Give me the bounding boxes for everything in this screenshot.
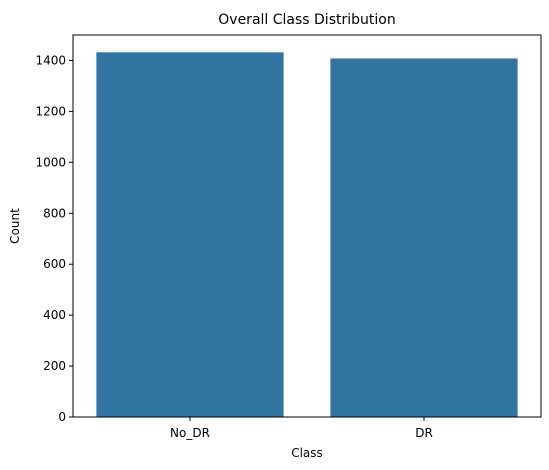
y-axis-label: Count	[8, 208, 22, 244]
plot-frame	[72, 34, 542, 418]
bar-no-dr	[96, 52, 284, 418]
y-axis: 0 200 400 600 800 1000 1200 1400	[35, 53, 73, 424]
x-tick-label: DR	[415, 426, 433, 440]
y-tick-label: 200	[43, 359, 66, 373]
bars-group	[96, 52, 518, 418]
y-tick-label: 0	[58, 410, 66, 424]
y-tick-label: 1400	[35, 53, 66, 67]
x-tick-label: No_DR	[170, 426, 210, 440]
y-tick-label: 1200	[35, 104, 66, 118]
y-tick-label: 400	[43, 308, 66, 322]
x-axis-label: Class	[291, 446, 323, 460]
x-axis: No_DR DR	[170, 417, 433, 440]
y-tick-label: 1000	[35, 155, 66, 169]
y-tick-label: 800	[43, 206, 66, 220]
bar-dr	[330, 58, 518, 418]
y-tick-label: 600	[43, 257, 66, 271]
chart-title: Overall Class Distribution	[218, 12, 395, 28]
